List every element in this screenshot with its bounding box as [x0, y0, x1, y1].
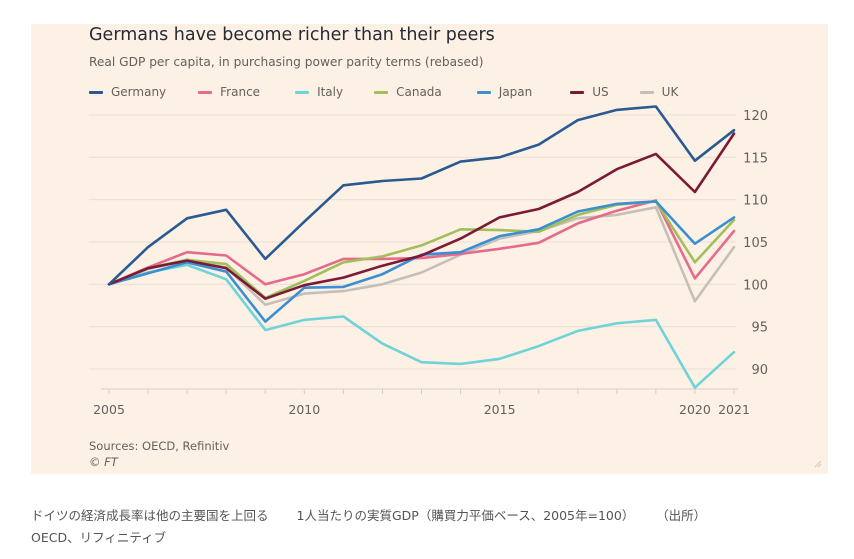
figure-caption: ドイツの経済成長率は他の主要国を上回る 1人当たりの実質GDP（購買力平価ベース、… [31, 505, 831, 549]
caption-line-2: OECD、リフィニティブ [31, 530, 167, 545]
y-tick-label: 115 [743, 151, 768, 166]
legend-item-italy: Italy [295, 85, 343, 99]
y-tick-label: 100 [743, 278, 768, 293]
legend-swatch [89, 90, 103, 94]
x-tick-label: 2015 [484, 402, 516, 417]
legend-item-germany: Germany [89, 85, 166, 99]
chart-title: Germans have become richer than their pe… [89, 25, 495, 45]
legend-label: UK [661, 85, 679, 99]
legend-label: France [220, 85, 261, 99]
chart-panel: Germans have become richer than their pe… [31, 24, 828, 474]
legend-item-canada: Canada [374, 85, 442, 99]
series-line-us [107, 132, 736, 301]
legend-swatch [476, 90, 491, 94]
x-tick-label: 2005 [93, 402, 125, 417]
legend-item-us: US [570, 85, 609, 99]
legend-item-france: France [198, 85, 260, 99]
y-tick-label: 120 [743, 109, 768, 124]
resize-handle-icon[interactable] [814, 460, 822, 468]
y-tick-label: 110 [743, 194, 768, 209]
caption-headline: ドイツの経済成長率は他の主要国を上回る [31, 508, 269, 523]
caption-line-1: ドイツの経済成長率は他の主要国を上回る 1人当たりの実質GDP（購買力平価ベース、… [31, 505, 831, 527]
y-tick-label: 105 [743, 236, 768, 251]
series-line-germany [107, 105, 736, 286]
legend-swatch [198, 90, 213, 94]
legend-label: Italy [317, 85, 344, 99]
series-line-france [107, 199, 736, 286]
x-tick-label: 2021 [718, 402, 750, 417]
chart-copyright: © FT [89, 455, 118, 469]
legend-item-uk: UK [639, 85, 679, 99]
chart-subtitle: Real GDP per capita, in purchasing power… [89, 55, 484, 69]
legend-swatch [639, 90, 654, 94]
line-chart: 90 95 100 105 110 115 120 2005 2010 2015 2020 2021 [89, 105, 768, 417]
legend-item-japan: Japan [476, 85, 533, 99]
x-tick-label: 2020 [679, 402, 711, 417]
caption-source-label: （出所） [662, 508, 707, 523]
chart-legend: Germany France Italy Canada Japan US UK [89, 84, 678, 100]
y-tick-label: 95 [751, 321, 768, 336]
y-tick-label: 90 [751, 363, 768, 378]
chart-sources: Sources: OECD, Refinitiv [89, 439, 230, 453]
legend-label: US [592, 85, 609, 99]
legend-label: Canada [396, 85, 442, 99]
series-line-italy [107, 263, 736, 389]
x-tick-label: 2010 [288, 402, 320, 417]
legend-swatch [570, 90, 585, 94]
caption-description: 1人当たりの実質GDP（購買力平価ベース、2005年=100） [296, 508, 635, 523]
legend-swatch [374, 90, 389, 94]
legend-label: Japan [498, 85, 533, 99]
legend-swatch [295, 90, 310, 94]
legend-label: Germany [111, 85, 167, 99]
